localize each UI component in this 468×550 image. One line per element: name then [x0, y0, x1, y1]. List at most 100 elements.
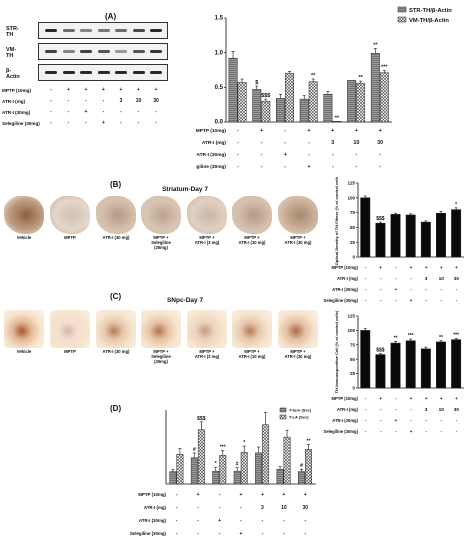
- blot-band: [150, 49, 162, 53]
- treatment-sign: +: [455, 397, 458, 402]
- image-caption: MPTP + ATR-I (3 mg): [194, 349, 220, 359]
- y-tick-label: 125: [347, 181, 355, 186]
- significance-label: *: [455, 202, 457, 208]
- bar: [405, 214, 416, 258]
- blot-sign: +: [102, 120, 105, 126]
- treatment-sign: -: [261, 152, 263, 158]
- blot-band: [62, 28, 75, 32]
- legend-swatch-tturn: [279, 407, 287, 413]
- y-tick-label: 1.0: [215, 50, 224, 56]
- treatment-sign: -: [332, 152, 334, 158]
- bar: [169, 471, 177, 485]
- treatment-sign: -: [237, 152, 239, 158]
- significance-label: **: [439, 335, 443, 341]
- treatment-sign: -: [410, 408, 412, 413]
- blot-sign: -: [120, 109, 122, 115]
- legend-swatch-vm: [397, 16, 407, 23]
- treatment-sign: -: [197, 518, 199, 524]
- blot-strip-vm-th: [38, 43, 168, 60]
- significance-label: *: [243, 440, 245, 446]
- striatum-section-image: [96, 196, 136, 234]
- treatment-sign: +: [307, 128, 310, 134]
- blot-row-label: ATR-I (mg): [2, 99, 26, 104]
- blot-strip-actin: [38, 64, 168, 81]
- bar: [298, 471, 305, 485]
- blot-sign: 30: [153, 98, 159, 104]
- blot-band: [45, 70, 57, 74]
- treatment-sign: -: [356, 164, 358, 170]
- treatment-sign: -: [262, 518, 264, 524]
- snpc-section-image: [4, 310, 44, 348]
- treatment-sign: -: [219, 505, 221, 511]
- significance-label: $: [255, 80, 258, 86]
- bar: [375, 354, 386, 389]
- blot-sign: -: [120, 120, 122, 126]
- treatment-sign: +: [282, 492, 285, 498]
- blot-band: [150, 28, 162, 32]
- treatment-sign: -: [261, 140, 263, 146]
- treatment-sign: +: [240, 531, 243, 537]
- blot-sign: -: [67, 98, 70, 104]
- striatum-section-image: [4, 196, 44, 234]
- panel-b-label: (B): [110, 180, 122, 189]
- treatment-row-label: ATR-I (mg): [144, 505, 167, 510]
- legend-label-tturn: T-turn (Sec): [289, 408, 312, 413]
- bar: [252, 89, 262, 123]
- treatment-sign: -: [197, 531, 199, 537]
- treatment-sign: 3: [331, 140, 334, 146]
- y-tick-label: 75: [350, 342, 356, 347]
- significance-label: **: [373, 43, 378, 49]
- treatment-sign: -: [240, 518, 242, 524]
- significance-label: **: [394, 335, 398, 341]
- panel-c-chart: 0 25 50 75 100 125 TH-Immunopositive Cell (% o…: [324, 310, 464, 435]
- significance-label: ***: [381, 65, 388, 71]
- treatment-row-label: Selegiline (30mg): [130, 531, 167, 536]
- bar: [360, 330, 371, 389]
- blot-sign: -: [85, 120, 87, 126]
- bar: [390, 342, 401, 389]
- image-caption: MPTP + ATR-I (30 mg): [284, 349, 312, 359]
- treatment-sign: -: [425, 430, 427, 435]
- bar: [405, 340, 416, 389]
- significance-label: $$$: [261, 93, 270, 99]
- striatum-section-image: [232, 196, 272, 234]
- y-axis-label: Optical Density of TH-Fibers (% of contr…: [334, 177, 339, 265]
- bar: [420, 348, 431, 389]
- treatment-sign: +: [410, 397, 413, 402]
- image-caption: MPTP + ATR-I (30 mg): [284, 235, 312, 245]
- striatum-section-image: [50, 196, 90, 234]
- treatment-sign: -: [395, 277, 397, 282]
- blot-band: [62, 49, 75, 53]
- y-tick-label: 25: [350, 240, 356, 245]
- blot-band: [80, 28, 92, 32]
- treatment-sign: +: [197, 492, 200, 498]
- y-tick-label: 25: [350, 371, 356, 376]
- panel-c-label: (C): [110, 292, 122, 301]
- blot-sign: +: [137, 87, 140, 93]
- significance-label: **: [311, 73, 316, 79]
- treatment-row-label: ATR-I (mg): [337, 276, 359, 281]
- bar: [308, 81, 318, 123]
- significance-label: **: [307, 439, 311, 445]
- striatum-section-image: [187, 196, 227, 234]
- treatment-sign: -: [380, 430, 382, 435]
- treatment-sign: +: [261, 492, 264, 498]
- treatment-sign: 10: [281, 505, 287, 511]
- panel-b-title: Striatum-Day 7: [162, 186, 208, 193]
- y-tick-label: 100: [347, 195, 355, 200]
- treatment-sign: -: [380, 277, 382, 282]
- blot-row-label: Selegiline (30mg): [2, 121, 40, 126]
- treatment-sign: 10: [353, 140, 359, 146]
- image-caption: MPTP: [64, 349, 76, 354]
- blot-band: [97, 70, 110, 74]
- blot-band: [97, 49, 110, 53]
- panel-a-label: (A): [105, 12, 117, 21]
- treatment-sign: +: [455, 266, 458, 271]
- treatment-sign: -: [456, 430, 458, 435]
- image-caption: MPTP + ATR-I (10 mg): [238, 349, 266, 359]
- treatment-sign: -: [456, 419, 458, 424]
- blot-sign: -: [155, 120, 157, 126]
- treatment-sign: -: [304, 518, 306, 524]
- bar: [451, 339, 462, 389]
- treatment-sign: -: [308, 152, 310, 158]
